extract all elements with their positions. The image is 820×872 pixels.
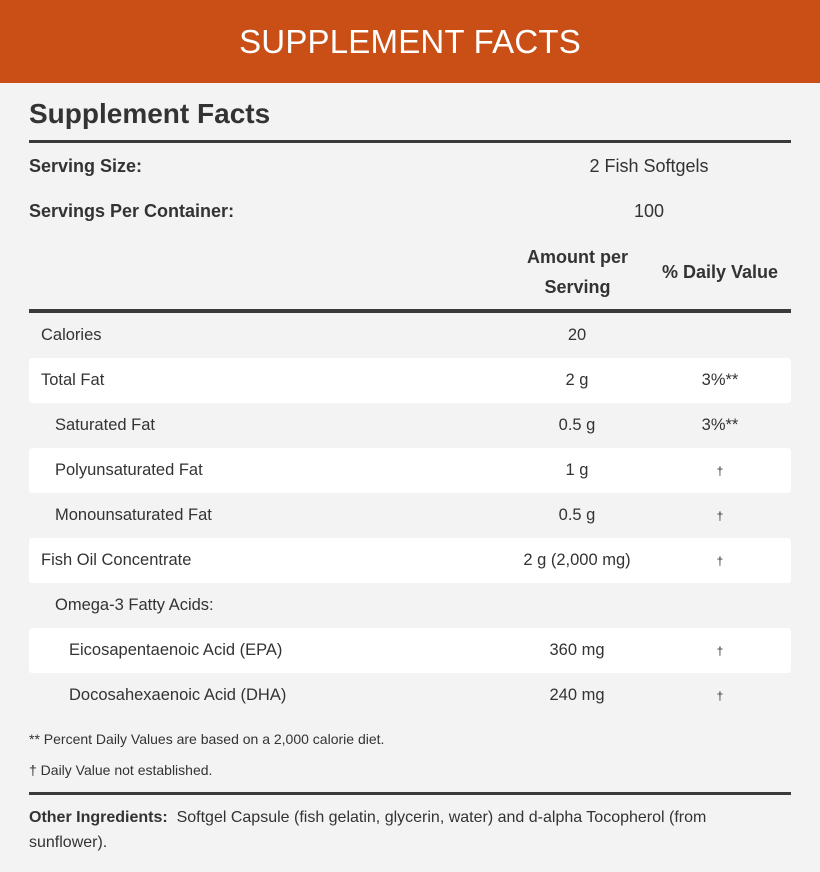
nutrient-name: Monounsaturated Fat	[55, 506, 212, 524]
banner-title: SUPPLEMENT FACTS	[239, 22, 581, 60]
table-row: Docosahexaenoic Acid (DHA) 240 mg †	[29, 673, 791, 718]
table-row: Total Fat 2 g 3%**	[29, 358, 791, 403]
nutrient-daily-value: †	[716, 688, 724, 703]
other-ingredients-text: Softgel Capsule (fish gelatin, glycerin,…	[29, 809, 707, 851]
nutrient-amount: 2 g	[565, 371, 589, 389]
nutrient-daily-value: †	[716, 553, 724, 568]
table-row: Polyunsaturated Fat 1 g †	[29, 448, 791, 493]
nutrient-name: Saturated Fat	[55, 416, 155, 434]
nutrient-amount: 2 g (2,000 mg)	[523, 551, 631, 569]
servings-per-container-value: 100	[633, 200, 665, 221]
nutrient-amount: 0.5 g	[558, 506, 596, 524]
nutrient-daily-value: 3%**	[701, 371, 739, 389]
nutrient-name: Calories	[41, 326, 102, 344]
table-row: Eicosapentaenoic Acid (EPA) 360 mg †	[29, 628, 791, 673]
nutrient-amount: 240 mg	[549, 686, 605, 704]
other-ingredients: Other Ingredients: Softgel Capsule (fish…	[29, 805, 749, 855]
divider-header	[29, 309, 791, 313]
nutrient-name: Docosahexaenoic Acid (DHA)	[69, 686, 287, 704]
nutrient-name: Omega-3 Fatty Acids:	[55, 596, 214, 614]
footnote-dagger: † Daily Value not established.	[29, 762, 213, 778]
panel-title: Supplement Facts	[29, 98, 271, 129]
servings-per-container-row: Servings Per Container: 100	[29, 196, 791, 226]
nutrient-name: Total Fat	[41, 371, 105, 389]
nutrient-amount: 0.5 g	[558, 416, 596, 434]
column-header-amount: Amount per Serving	[527, 247, 628, 297]
serving-size-value: 2 Fish Softgels	[589, 155, 709, 176]
table-row: Fish Oil Concentrate 2 g (2,000 mg) †	[29, 538, 791, 583]
table-row: Omega-3 Fatty Acids:	[29, 583, 791, 628]
divider-top	[29, 140, 791, 143]
nutrient-amount: 1 g	[565, 461, 589, 479]
serving-size-row: Serving Size: 2 Fish Softgels	[29, 151, 791, 181]
table-row: Monounsaturated Fat 0.5 g †	[29, 493, 791, 538]
nutrient-name: Fish Oil Concentrate	[41, 551, 192, 569]
serving-size-label: Serving Size:	[29, 155, 143, 176]
other-ingredients-label: Other Ingredients:	[29, 809, 168, 826]
nutrient-amount: 20	[567, 326, 587, 344]
nutrient-name: Eicosapentaenoic Acid (EPA)	[69, 641, 283, 659]
table-row: Calories 20	[29, 313, 791, 358]
nutrient-daily-value: 3%**	[701, 416, 739, 434]
divider-bottom	[29, 792, 791, 795]
nutrient-daily-value: †	[716, 508, 724, 523]
section-banner: SUPPLEMENT FACTS	[0, 0, 820, 83]
servings-per-container-label: Servings Per Container:	[29, 200, 235, 221]
nutrient-daily-value: †	[716, 463, 724, 478]
table-row: Saturated Fat 0.5 g 3%**	[29, 403, 791, 448]
footnote-percent-dv: ** Percent Daily Values are based on a 2…	[29, 731, 385, 747]
column-header-daily-value: % Daily Value	[661, 262, 779, 282]
nutrient-name: Polyunsaturated Fat	[55, 461, 203, 479]
nutrient-daily-value: †	[716, 643, 724, 658]
nutrient-amount: 360 mg	[549, 641, 605, 659]
